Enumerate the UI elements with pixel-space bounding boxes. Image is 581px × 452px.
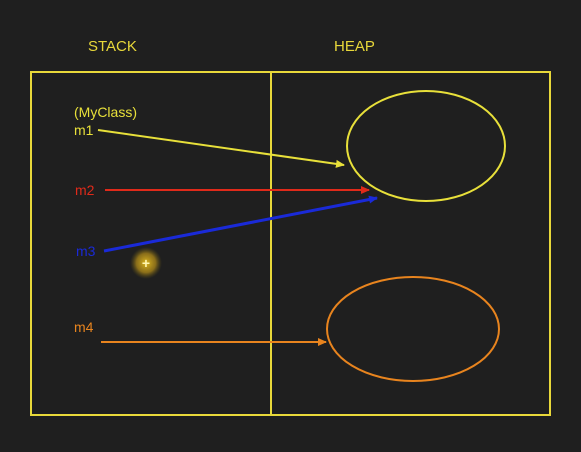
heap-header: HEAP [334, 38, 375, 55]
m3-reference-arrow [103, 195, 378, 253]
stack-header: STACK [88, 38, 137, 55]
variable-m2: m2 [75, 182, 95, 198]
cursor-highlight [130, 247, 162, 279]
m1-reference-arrow [97, 129, 345, 168]
variable-m4: m4 [74, 319, 94, 335]
type-label: (MyClass) [74, 104, 137, 120]
heap-object-2 [326, 276, 500, 382]
heap-object-1 [346, 90, 506, 202]
variable-m3: m3 [76, 243, 96, 259]
variable-m1: m1 [74, 122, 94, 138]
cursor-plus-icon: + [142, 255, 150, 271]
memory-frame [30, 71, 551, 416]
